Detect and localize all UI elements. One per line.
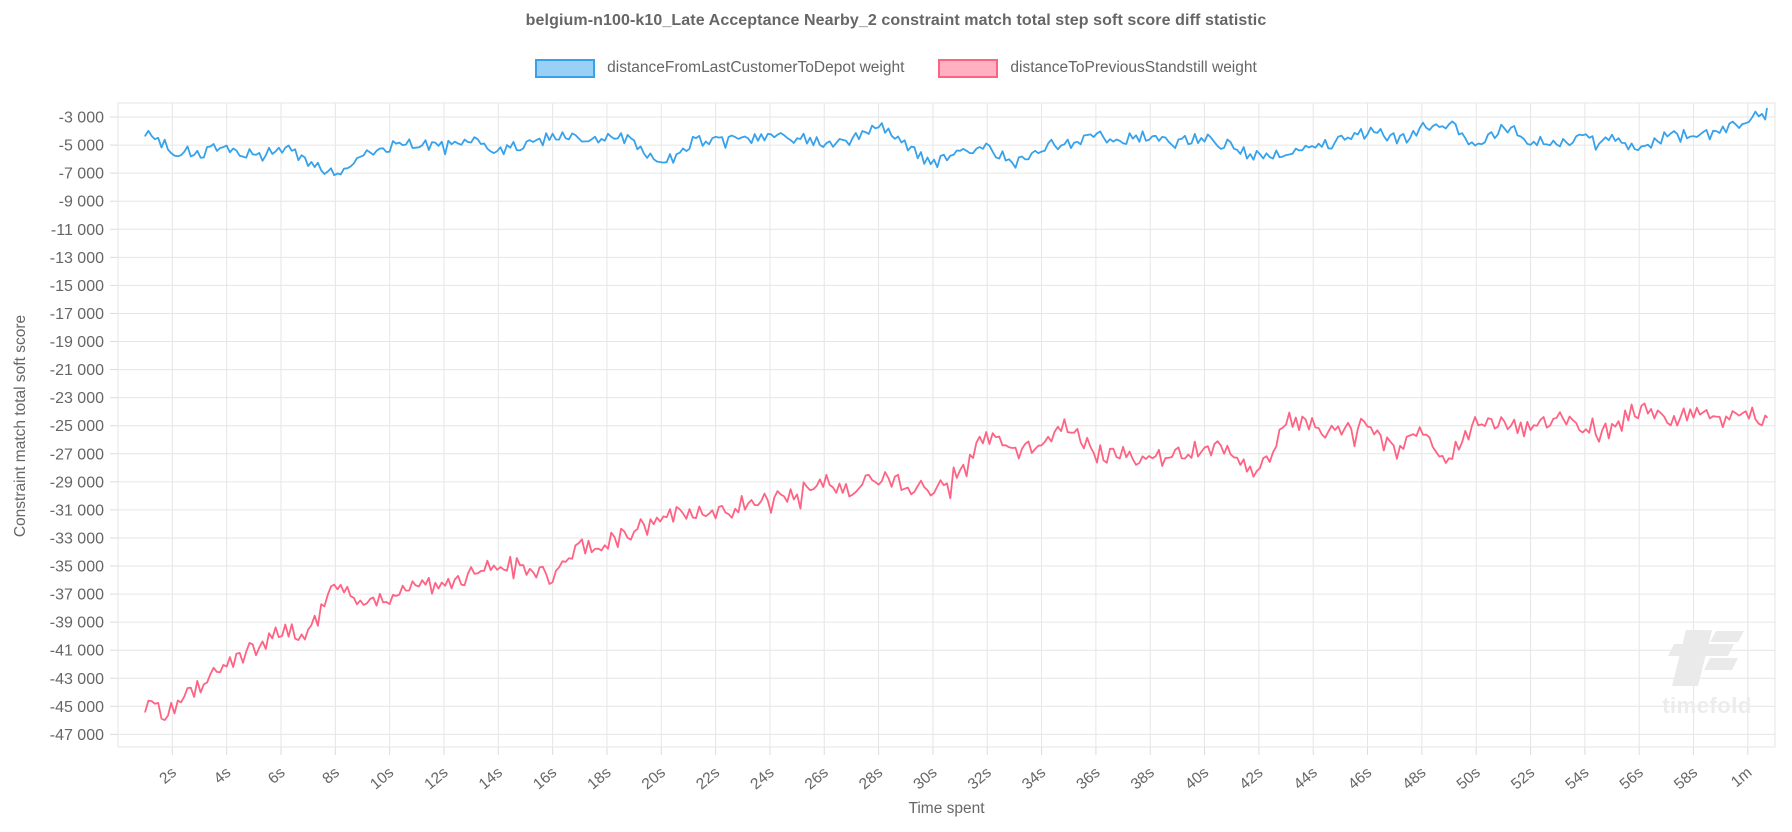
- svg-text:26s: 26s: [802, 764, 832, 793]
- svg-text:14s: 14s: [476, 764, 506, 793]
- svg-text:4s: 4s: [211, 764, 235, 788]
- x-axis-title: Time spent: [908, 800, 985, 817]
- svg-text:-11 000: -11 000: [51, 222, 104, 239]
- svg-text:22s: 22s: [693, 764, 723, 793]
- svg-text:-21 000: -21 000: [50, 362, 104, 379]
- svg-text:1m: 1m: [1728, 764, 1755, 791]
- svg-text:54s: 54s: [1562, 764, 1592, 793]
- svg-text:10s: 10s: [367, 764, 397, 793]
- svg-text:-45 000: -45 000: [50, 699, 104, 716]
- svg-text:32s: 32s: [965, 764, 995, 793]
- svg-text:50s: 50s: [1454, 764, 1484, 793]
- legend-swatch-blue: [535, 58, 596, 78]
- svg-text:-23 000: -23 000: [50, 390, 104, 407]
- legend-item-distanceFromLastCustomerToDepot[interactable]: distanceFromLastCustomerToDepot weight: [535, 58, 905, 78]
- svg-text:56s: 56s: [1617, 764, 1647, 793]
- svg-text:46s: 46s: [1345, 764, 1375, 793]
- svg-text:48s: 48s: [1399, 764, 1429, 793]
- svg-text:-17 000: -17 000: [50, 306, 104, 323]
- svg-text:-37 000: -37 000: [50, 587, 104, 604]
- svg-text:-25 000: -25 000: [50, 418, 104, 435]
- legend-swatch-pink: [938, 58, 999, 78]
- svg-text:-9 000: -9 000: [59, 194, 104, 211]
- chart-legend: distanceFromLastCustomerToDepot weight d…: [0, 56, 1792, 80]
- svg-text:42s: 42s: [1236, 764, 1266, 793]
- legend-label: distanceToPreviousStandstill weight: [1010, 59, 1257, 76]
- svg-text:40s: 40s: [1182, 764, 1212, 793]
- svg-text:12s: 12s: [421, 764, 451, 793]
- svg-text:30s: 30s: [910, 764, 940, 793]
- svg-text:-13 000: -13 000: [50, 250, 104, 267]
- svg-text:-7 000: -7 000: [59, 166, 104, 183]
- svg-text:36s: 36s: [1073, 764, 1103, 793]
- svg-text:16s: 16s: [530, 764, 560, 793]
- svg-text:-33 000: -33 000: [50, 530, 104, 547]
- svg-text:38s: 38s: [1128, 764, 1158, 793]
- svg-text:44s: 44s: [1291, 764, 1321, 793]
- svg-text:8s: 8s: [319, 764, 343, 788]
- svg-text:-35 000: -35 000: [50, 559, 104, 576]
- svg-text:-41 000: -41 000: [50, 643, 104, 660]
- svg-text:-39 000: -39 000: [50, 615, 104, 632]
- svg-text:-5 000: -5 000: [59, 138, 104, 155]
- svg-text:6s: 6s: [265, 764, 289, 788]
- svg-text:28s: 28s: [856, 764, 886, 793]
- svg-text:24s: 24s: [747, 764, 777, 793]
- svg-text:2s: 2s: [156, 764, 180, 788]
- svg-text:-3 000: -3 000: [59, 110, 104, 127]
- svg-text:-29 000: -29 000: [50, 474, 104, 491]
- svg-text:-47 000: -47 000: [50, 727, 104, 744]
- svg-text:-43 000: -43 000: [50, 671, 104, 688]
- svg-text:-19 000: -19 000: [50, 334, 104, 351]
- svg-text:-27 000: -27 000: [50, 446, 104, 463]
- svg-text:-31 000: -31 000: [50, 502, 104, 519]
- svg-text:58s: 58s: [1671, 764, 1701, 793]
- svg-text:-15 000: -15 000: [50, 278, 104, 295]
- legend-label: distanceFromLastCustomerToDepot weight: [607, 59, 905, 76]
- svg-text:20s: 20s: [639, 764, 669, 793]
- chart-title: belgium-n100-k10_Late Acceptance Nearby_…: [525, 12, 1267, 29]
- svg-text:18s: 18s: [584, 764, 614, 793]
- svg-text:52s: 52s: [1508, 764, 1538, 793]
- svg-text:34s: 34s: [1019, 764, 1049, 793]
- legend-item-distanceToPreviousStandstill[interactable]: distanceToPreviousStandstill weight: [938, 58, 1257, 78]
